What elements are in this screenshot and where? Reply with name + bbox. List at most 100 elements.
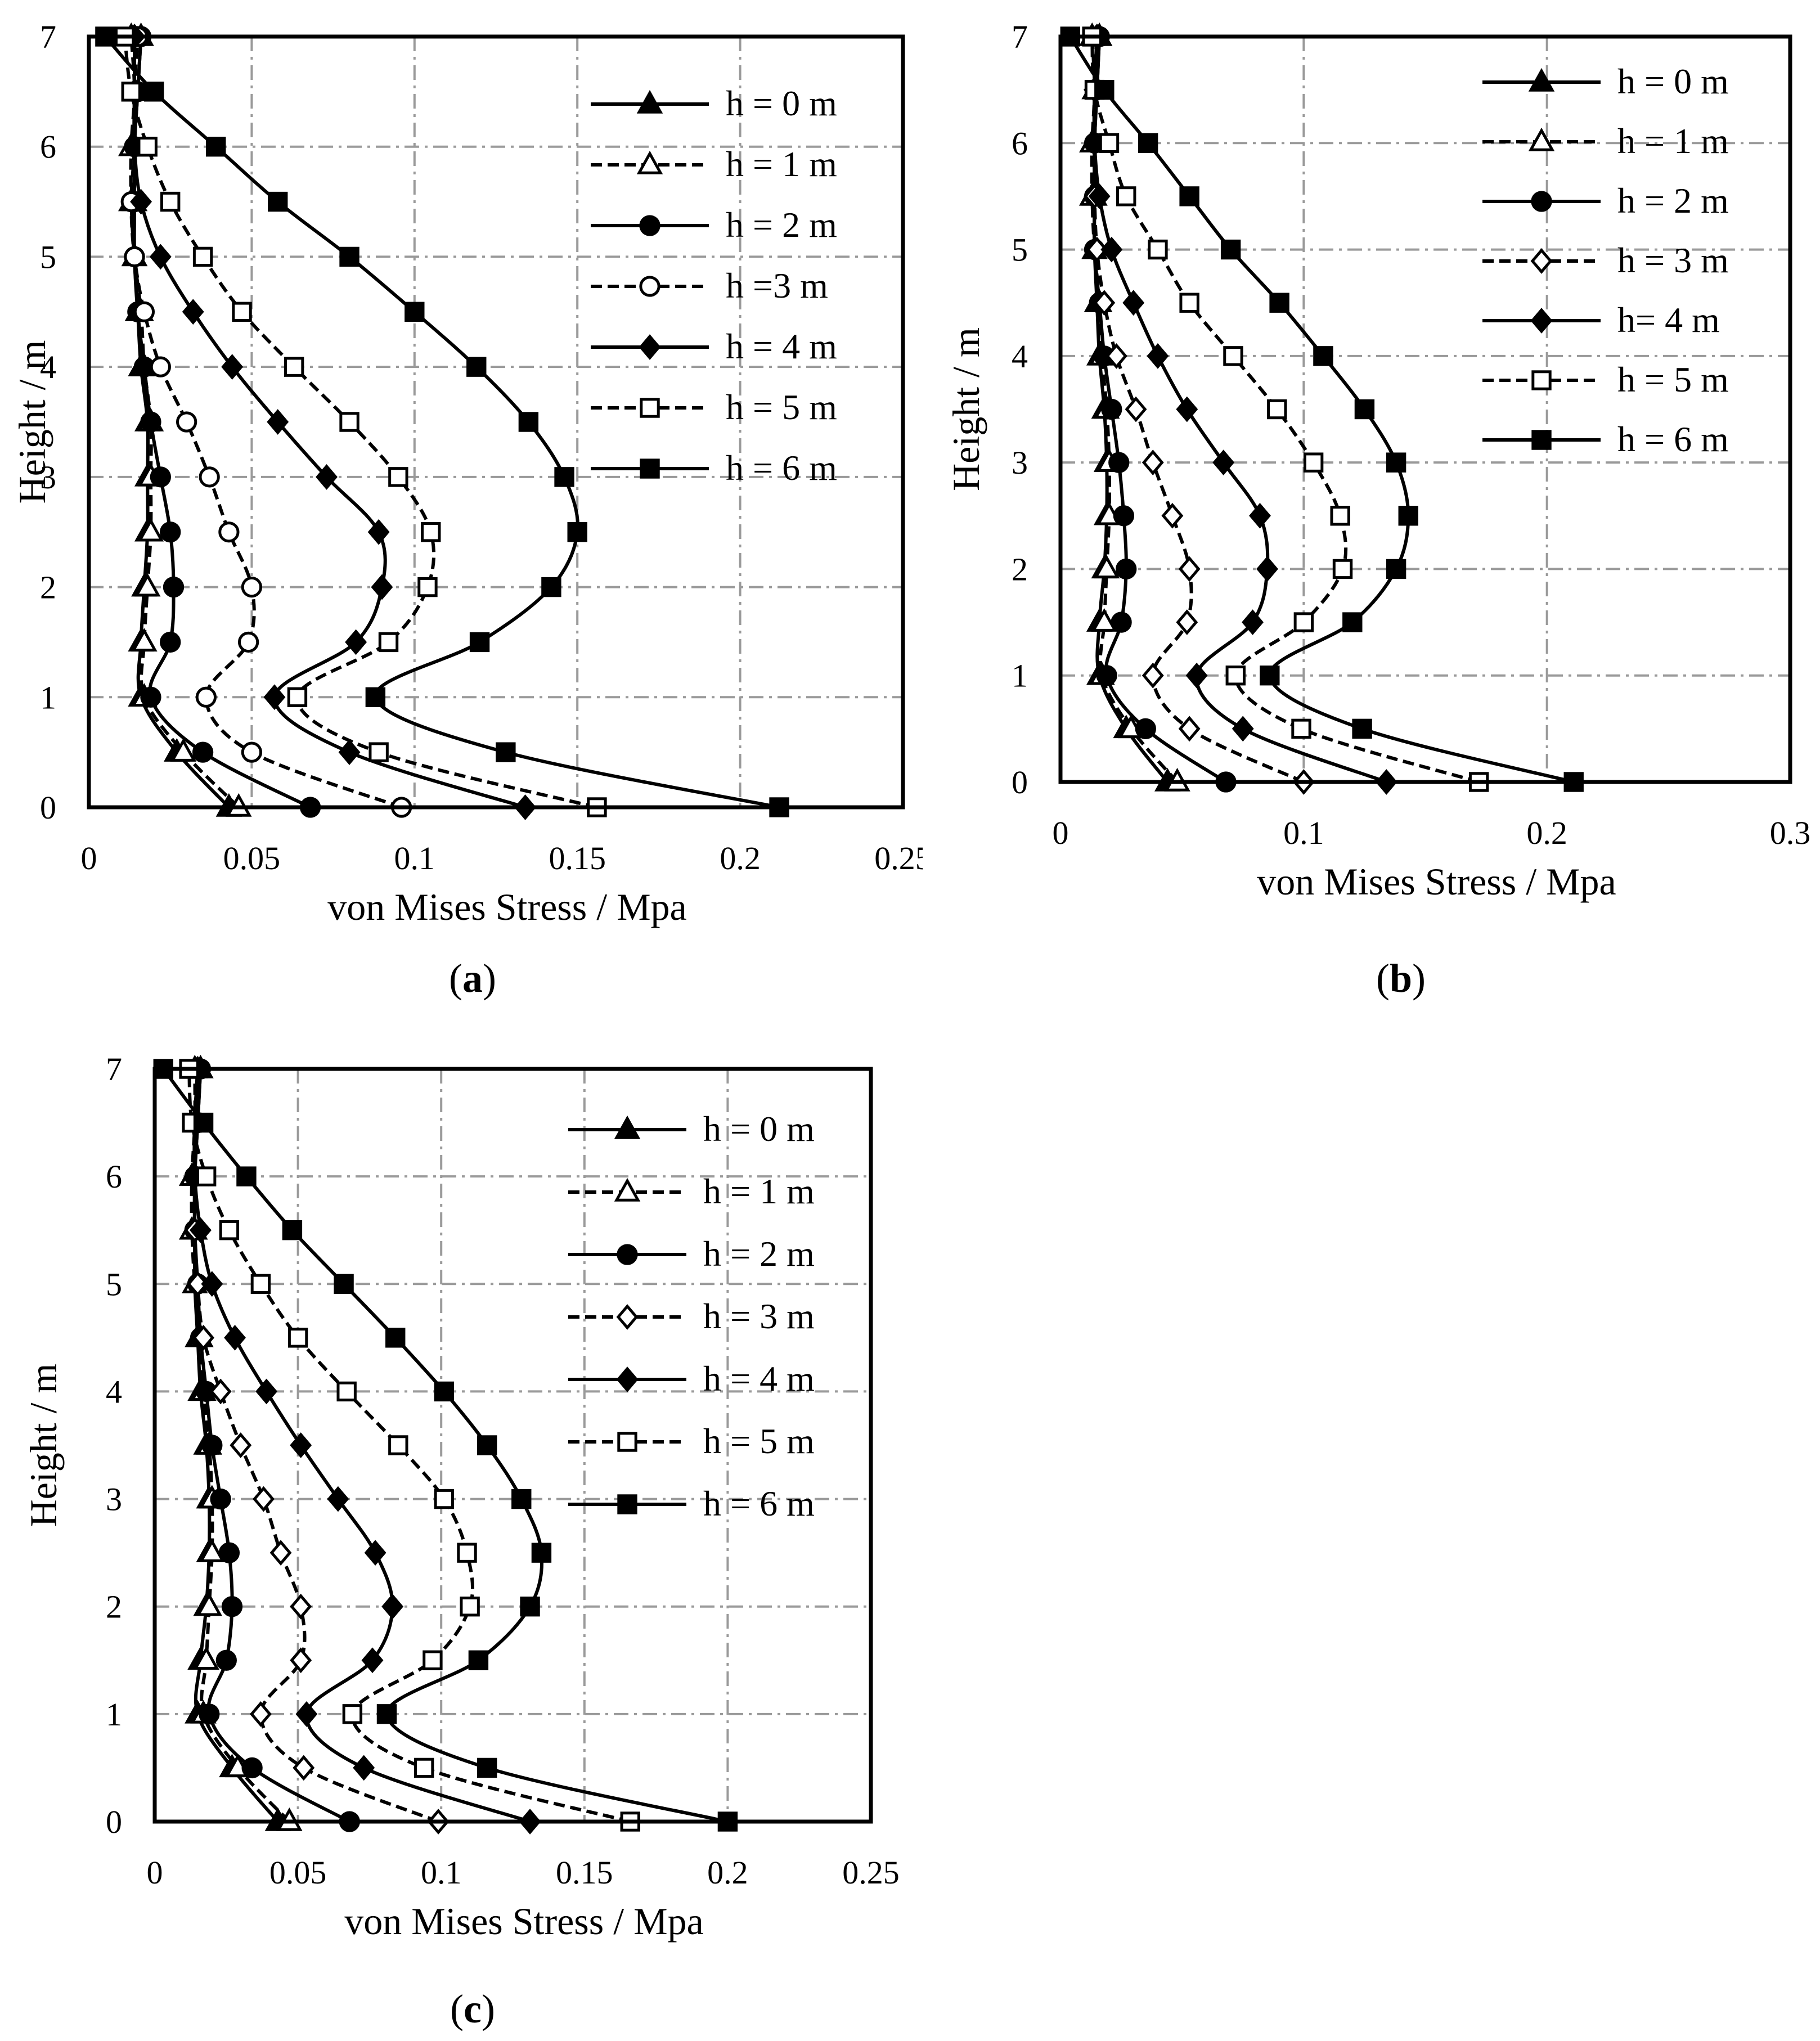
- data-point: [224, 1324, 246, 1351]
- data-point: [209, 1378, 232, 1405]
- data-point: [460, 1597, 480, 1617]
- data-point: [405, 302, 425, 322]
- series-line: [161, 1068, 729, 1823]
- caption-b: (b): [1376, 956, 1426, 1001]
- data-point: [339, 246, 359, 267]
- data-point: [361, 1647, 384, 1674]
- x-tick-label: 0.1: [1283, 815, 1324, 851]
- data-point: [1091, 608, 1118, 632]
- x-tick-label: 0.2: [720, 840, 761, 876]
- legend-item: h = 5 m: [591, 387, 837, 427]
- data-point: [1116, 558, 1137, 580]
- data-point: [269, 1540, 292, 1566]
- data-point: [1108, 452, 1130, 473]
- y-tick-label: 0: [1012, 764, 1028, 801]
- data-point: [477, 1435, 497, 1455]
- data-point: [210, 1488, 231, 1510]
- data-point: [520, 1597, 540, 1617]
- legend-marker: [1530, 248, 1553, 274]
- legend-item: h = 1 m: [1482, 121, 1729, 161]
- data-point: [1260, 666, 1280, 686]
- data-point: [364, 1540, 387, 1566]
- legend-item: h= 4 m: [1482, 300, 1720, 340]
- data-point: [388, 467, 408, 487]
- y-axis-label: Height / m: [22, 1364, 65, 1527]
- y-tick-label: 7: [40, 19, 56, 55]
- legend-marker: [616, 1304, 639, 1330]
- data-point: [1093, 290, 1116, 316]
- data-point: [1291, 718, 1311, 739]
- data-point: [466, 357, 487, 377]
- data-point: [241, 741, 263, 763]
- data-point: [496, 742, 516, 762]
- plot-frame: [1058, 34, 1792, 784]
- data-point: [1122, 290, 1145, 316]
- data-point: [290, 1432, 312, 1458]
- data-point: [1099, 133, 1120, 153]
- legend-marker: [1531, 370, 1552, 390]
- legend-marker: [617, 1244, 638, 1265]
- y-tick-label: 4: [1012, 338, 1028, 375]
- data-point: [134, 573, 161, 597]
- data-point: [193, 1646, 219, 1670]
- x-tick-label: 0.05: [223, 840, 281, 876]
- data-point: [163, 576, 185, 598]
- data-point: [140, 411, 161, 433]
- x-tick-label: 0.15: [556, 1854, 613, 1891]
- data-point: [130, 188, 152, 215]
- data-point: [149, 244, 172, 270]
- data-point: [327, 1486, 349, 1512]
- data-point: [121, 82, 141, 102]
- data-point: [376, 1704, 397, 1724]
- data-point: [1093, 555, 1120, 579]
- data-point: [1225, 666, 1246, 686]
- legend-label: h = 0 m: [726, 83, 837, 123]
- legend-item: h = 1 m: [568, 1171, 815, 1211]
- data-point: [1185, 662, 1208, 689]
- data-point: [381, 1593, 404, 1620]
- y-tick-label: 1: [1012, 658, 1028, 694]
- data-point: [290, 1647, 312, 1674]
- y-tick-label: 0: [40, 789, 56, 826]
- grid: [1060, 37, 1790, 782]
- data-point: [1178, 716, 1201, 742]
- legend-item: h = 2 m: [568, 1234, 815, 1274]
- x-tick-label: 0.05: [269, 1854, 327, 1891]
- legend-label: h = 3 m: [1617, 240, 1729, 280]
- legend-label: h = 1 m: [1617, 121, 1729, 161]
- legend-item: h = 4 m: [591, 326, 837, 366]
- data-point: [1147, 343, 1169, 369]
- data-point: [1094, 79, 1115, 100]
- data-point: [1303, 452, 1324, 473]
- legend-marker: [639, 276, 660, 297]
- legend-marker: [616, 1366, 639, 1392]
- legend-marker: [614, 1177, 641, 1202]
- data-point: [378, 632, 399, 653]
- data-point: [1269, 293, 1289, 313]
- x-tick-label: 0.15: [549, 840, 606, 876]
- data-point: [414, 1757, 434, 1778]
- legend-label: h = 5 m: [703, 1421, 815, 1461]
- legend-label: h = 6 m: [1617, 419, 1729, 459]
- data-point: [1332, 559, 1353, 579]
- data-point: [365, 687, 386, 707]
- data-point: [567, 522, 587, 542]
- data-point: [1386, 452, 1406, 473]
- data-point: [290, 1593, 312, 1620]
- legend-item: h = 2 m: [591, 205, 837, 245]
- y-axis-label: Height / m: [11, 340, 53, 504]
- data-point: [336, 1381, 357, 1402]
- data-point: [250, 1274, 271, 1294]
- data-point: [215, 1649, 237, 1671]
- series-line: [129, 36, 402, 809]
- data-point: [201, 1435, 223, 1456]
- y-tick-label: 5: [106, 1266, 122, 1302]
- legend-marker: [640, 458, 660, 479]
- legend: h = 0 m h = 1 m h = 2 m h = 3 m h = 4 m h = 5…: [568, 1109, 815, 1523]
- legend: h = 0 m h = 1 m h = 2 m h = 3 m h= 4 m h = 5 …: [1482, 61, 1729, 459]
- series-line: [123, 36, 597, 809]
- x-tick-label: 0.2: [707, 1854, 748, 1891]
- data-point: [417, 577, 438, 597]
- y-tick-label: 7: [1012, 19, 1028, 55]
